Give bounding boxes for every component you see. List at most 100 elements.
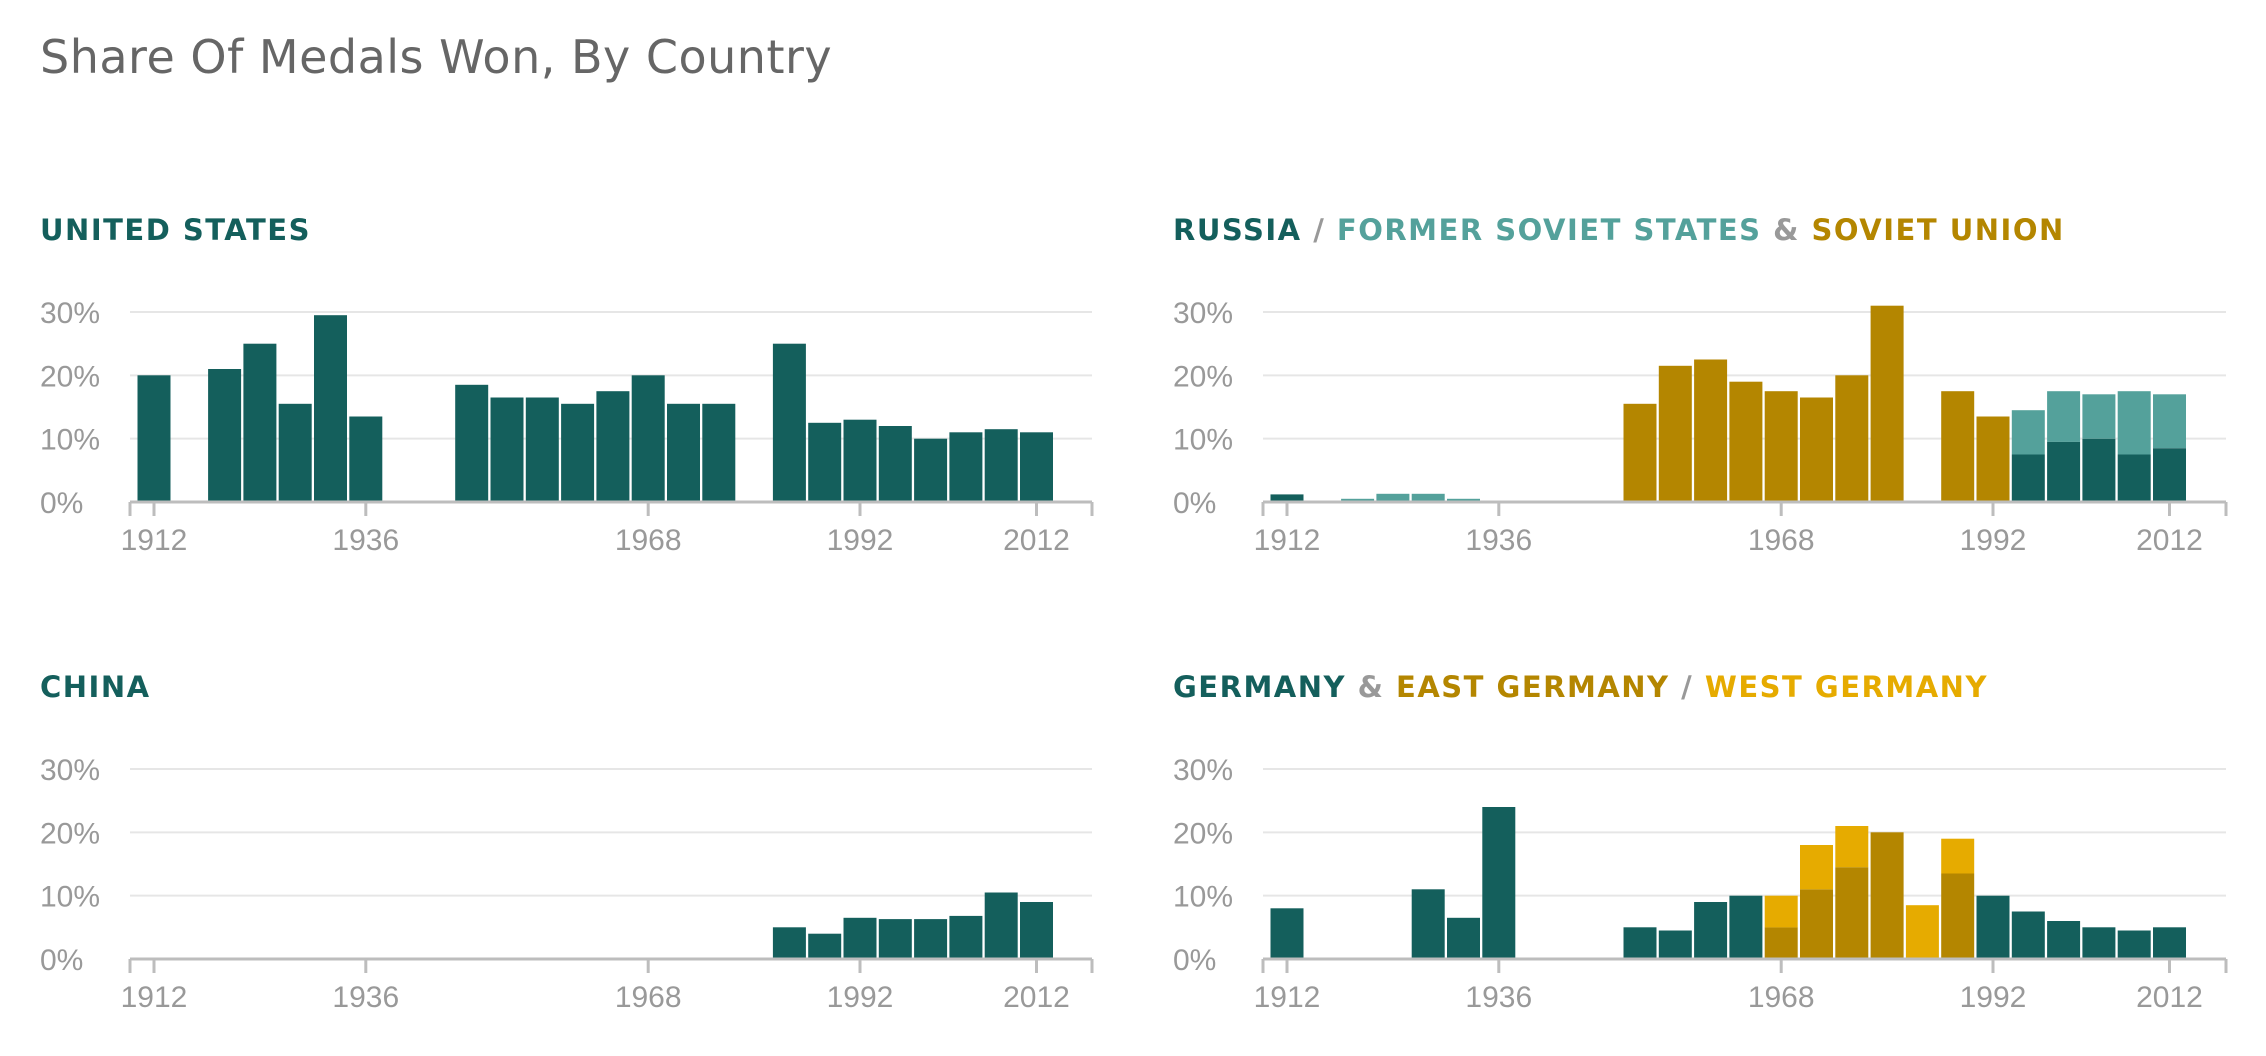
x-tick-label: 1936 xyxy=(332,981,399,1014)
bar xyxy=(1835,375,1869,502)
bar xyxy=(1835,867,1869,959)
bar xyxy=(1941,838,1975,874)
bar xyxy=(772,927,806,959)
chart-title-part: WEST GERMANY xyxy=(1705,670,1988,704)
bar xyxy=(1800,889,1833,959)
bar xyxy=(525,397,559,502)
y-tick-label: 20% xyxy=(1173,360,1233,393)
bar xyxy=(667,403,700,502)
bar xyxy=(2153,394,2186,449)
y-tick-label: 10% xyxy=(1173,424,1233,457)
bar xyxy=(1020,902,1053,959)
bar xyxy=(314,315,347,502)
bar xyxy=(1447,498,1480,502)
bar xyxy=(2117,391,2151,455)
chart-title-part: UNITED STATES xyxy=(40,213,311,247)
bar xyxy=(1976,895,2010,959)
chart-title-united-states: UNITED STATES xyxy=(40,213,311,247)
bar xyxy=(1694,359,1728,502)
bar xyxy=(2117,930,2151,959)
bar xyxy=(490,397,524,502)
y-tick-label: 20% xyxy=(1173,817,1233,850)
bar xyxy=(808,422,842,502)
x-tick-label: 2012 xyxy=(2136,524,2203,557)
chart-title-part: & xyxy=(1762,213,1812,247)
x-tick-label: 1992 xyxy=(1960,981,2027,1014)
bar xyxy=(1658,365,1692,502)
y-tick-label: 0% xyxy=(40,487,83,520)
y-tick-label: 10% xyxy=(1173,881,1233,914)
bar xyxy=(1870,832,1904,959)
chart-panel-russia: RUSSIA / FORMER SOVIET STATES & SOVIET U… xyxy=(1173,213,2228,557)
y-tick-label: 20% xyxy=(40,360,100,393)
bar xyxy=(455,384,489,502)
bar xyxy=(596,391,630,502)
bar xyxy=(1270,908,1304,959)
chart-title-part: EAST GERMANY xyxy=(1396,670,1670,704)
x-tick-label: 2012 xyxy=(2136,981,2203,1014)
bar xyxy=(1447,917,1480,959)
bar xyxy=(2047,391,2081,442)
bar xyxy=(2082,438,2116,502)
chart-title-part: FORMER SOVIET STATES xyxy=(1337,213,1762,247)
bar xyxy=(2011,410,2045,455)
bar xyxy=(949,915,983,959)
y-tick-label: 0% xyxy=(40,944,83,977)
bar xyxy=(1905,905,1939,959)
bar xyxy=(1941,873,1975,959)
bar xyxy=(914,438,948,502)
bar xyxy=(2117,454,2151,502)
bar xyxy=(2082,927,2116,959)
bar xyxy=(1411,493,1445,502)
chart-title-part: / xyxy=(1670,670,1705,704)
bar xyxy=(984,892,1018,959)
chart-title-china: CHINA xyxy=(40,670,151,704)
x-tick-label: 1912 xyxy=(121,981,188,1014)
bar xyxy=(1729,381,1763,502)
chart-title-part: RUSSIA xyxy=(1173,213,1302,247)
x-tick-label: 1936 xyxy=(1465,524,1532,557)
x-tick-label: 1912 xyxy=(1254,524,1321,557)
x-tick-label: 1968 xyxy=(1748,981,1815,1014)
bar xyxy=(1482,807,1516,959)
chart-panel-china: CHINA 0% 10% 20% 30% 1912 1936 1968 1992 2012 xyxy=(40,670,1094,1014)
bar xyxy=(1800,397,1833,502)
chart-panel-united-states: UNITED STATES 0% 10% 20% 30% 1912 1936 1968 1992… xyxy=(40,213,1094,557)
bar xyxy=(1623,927,1657,959)
y-tick-label: 30% xyxy=(1173,297,1233,330)
bar xyxy=(1729,895,1763,959)
x-tick-label: 1968 xyxy=(1748,524,1815,557)
y-tick-label: 0% xyxy=(1173,487,1216,520)
y-tick-label: 20% xyxy=(40,817,100,850)
y-tick-label: 0% xyxy=(1173,944,1216,977)
chart-title-germany: GERMANY & EAST GERMANY / WEST GERMANY xyxy=(1173,670,1988,704)
bar xyxy=(2153,927,2186,959)
bar xyxy=(1411,889,1445,959)
y-tick-label: 10% xyxy=(40,881,100,914)
y-tick-label: 30% xyxy=(1173,754,1233,787)
bar xyxy=(1694,902,1728,959)
y-tick-label: 10% xyxy=(40,424,100,457)
bar xyxy=(349,416,383,502)
x-tick-label: 1992 xyxy=(827,981,894,1014)
bar xyxy=(1764,391,1798,502)
x-tick-label: 1912 xyxy=(121,524,188,557)
y-tick-label: 30% xyxy=(40,754,100,787)
bar xyxy=(243,343,277,502)
x-tick-label: 2012 xyxy=(1003,981,1070,1014)
bar xyxy=(1941,391,1975,502)
y-tick-label: 30% xyxy=(40,297,100,330)
bar xyxy=(2047,921,2081,959)
chart-title-part: & xyxy=(1346,670,1396,704)
x-tick-label: 1968 xyxy=(615,981,682,1014)
bar xyxy=(1870,305,1904,502)
bar xyxy=(772,343,806,502)
bar xyxy=(2153,448,2186,502)
bar xyxy=(843,917,877,959)
bar xyxy=(2011,454,2045,502)
bar xyxy=(843,419,877,502)
bar xyxy=(949,432,983,502)
x-tick-label: 1912 xyxy=(1254,981,1321,1014)
bar xyxy=(137,375,171,502)
